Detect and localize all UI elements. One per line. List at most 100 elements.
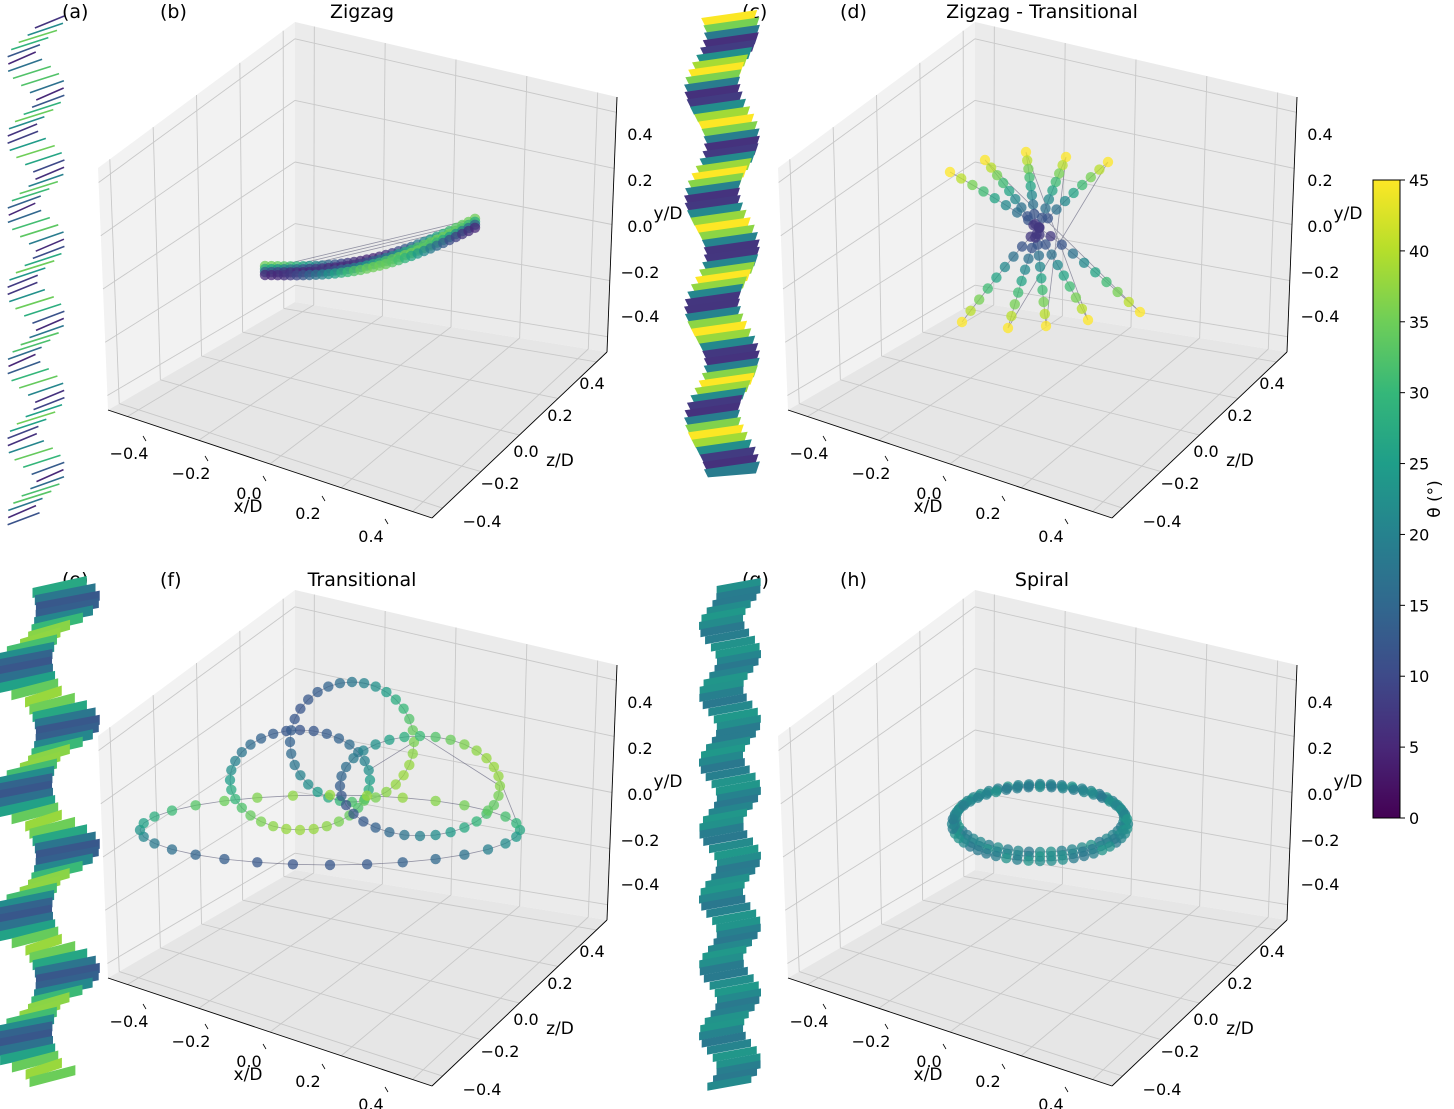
trajectory-point — [1070, 292, 1082, 303]
z-tick-label: −0.4 — [463, 512, 502, 531]
x-tick — [822, 435, 827, 442]
strip-segment — [700, 758, 745, 774]
strip-segment — [716, 650, 761, 666]
trajectory-point — [998, 177, 1009, 189]
z-tick-label: 0.2 — [1227, 406, 1252, 425]
trajectory-point — [990, 850, 1002, 862]
trajectory-point — [219, 853, 230, 865]
strip-segment — [706, 599, 751, 616]
x-tick — [384, 518, 389, 525]
trajectory-point — [414, 830, 426, 842]
x-tick-label: 0.2 — [975, 504, 1000, 523]
trajectory-point — [956, 316, 968, 328]
trajectory-point — [944, 166, 956, 178]
strip-segment — [699, 614, 744, 630]
x-tick — [942, 1043, 947, 1050]
trajectory-point — [445, 827, 456, 838]
strip-segment — [23, 101, 62, 116]
trajectory-point — [1023, 163, 1034, 175]
trajectory-point — [1042, 213, 1054, 224]
strip-segment — [8, 353, 36, 368]
z-axis-line — [431, 351, 608, 519]
trajectory-point — [334, 678, 346, 689]
y-tick-label: 0.2 — [1307, 171, 1332, 190]
trajectory-point — [363, 765, 374, 776]
strip-segment — [704, 1010, 749, 1026]
trajectory-point — [430, 795, 441, 807]
trajectory-point — [1054, 168, 1065, 179]
trajectory-point — [224, 774, 236, 786]
x-tick — [884, 455, 889, 462]
trajectory-point — [1006, 310, 1017, 322]
trajectory-point — [340, 761, 352, 773]
trajectory-point — [1046, 249, 1057, 260]
strip-segment — [0, 1043, 56, 1066]
strip-segment — [9, 137, 47, 152]
strip-segment — [32, 576, 87, 598]
trajectory-point — [1040, 320, 1052, 332]
trajectory-point — [1050, 176, 1061, 188]
trajectory-point — [978, 186, 989, 197]
strip-segment — [7, 346, 42, 360]
trajectory-point — [340, 799, 352, 811]
strip-segment — [25, 809, 62, 832]
trajectory-point — [336, 771, 347, 782]
trajectory-point — [138, 818, 149, 829]
trajectory-point — [1078, 850, 1090, 862]
strip-segment — [713, 1067, 758, 1084]
trajectory-point — [1013, 287, 1024, 298]
y-tick-label: −0.2 — [621, 831, 660, 850]
z-tick-label: 0.4 — [579, 374, 604, 393]
trajectory-point — [967, 179, 978, 191]
trajectory-point — [287, 859, 299, 870]
x-axis-line — [107, 977, 433, 1087]
pane-floor — [108, 302, 607, 518]
y-tick-label: 0.0 — [1307, 217, 1332, 236]
trajectory-point — [230, 755, 241, 767]
trajectory-point — [321, 821, 332, 832]
trajectory-point — [1088, 848, 1099, 859]
z-tick-label: 0.0 — [1193, 1010, 1218, 1029]
strip-segment — [7, 209, 42, 224]
trajectory-point — [324, 789, 336, 801]
z-tick-label: 0.4 — [1259, 374, 1284, 393]
trajectory-point — [323, 681, 334, 692]
y-tick-label: −0.4 — [1301, 307, 1340, 326]
trajectory-point — [414, 730, 426, 742]
strip-segment — [14, 108, 54, 123]
trajectory-point — [358, 745, 369, 756]
strip-segment — [11, 802, 59, 825]
panel-title: Zigzag — [330, 1, 394, 23]
trajectory-point — [1001, 784, 1012, 795]
trajectory-point — [1060, 151, 1072, 163]
y-tick-label: −0.4 — [621, 875, 660, 894]
strip-segment — [716, 714, 761, 731]
strip-segment — [699, 686, 744, 702]
strip-segment — [716, 578, 761, 594]
trajectory-point — [321, 728, 332, 739]
trajectory-point — [430, 731, 441, 743]
trajectory-point — [459, 849, 470, 860]
strip-segment — [18, 375, 58, 389]
strip-segment — [699, 822, 744, 839]
trajectory-point — [482, 805, 494, 816]
trajectory-point — [1082, 314, 1094, 326]
panel-label-3d: (b) — [160, 1, 187, 23]
x-tick — [204, 1023, 209, 1030]
strip-segment — [7, 130, 39, 144]
z-tick-label: −0.2 — [481, 474, 520, 493]
trajectory-point — [1078, 257, 1090, 268]
strip-segment — [712, 592, 757, 609]
trajectory-point — [1034, 261, 1046, 272]
trajectory-point — [384, 734, 395, 745]
trajectory-point — [333, 816, 345, 827]
pane-left — [778, 590, 975, 978]
pane-left — [98, 22, 295, 410]
trajectory-point — [430, 829, 441, 841]
trajectory-point — [1090, 267, 1101, 278]
trajectory-point — [308, 823, 319, 835]
trajectory-point — [493, 771, 504, 782]
strip-segment — [25, 404, 63, 418]
strip-segment — [11, 926, 59, 949]
strip-segment — [27, 22, 64, 36]
